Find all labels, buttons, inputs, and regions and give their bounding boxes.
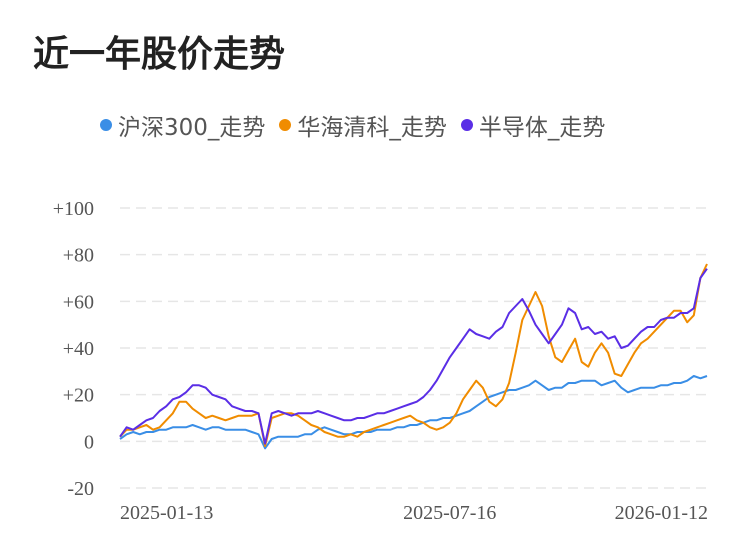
page-title: 近一年股价走势 — [33, 34, 286, 75]
legend-label: 华海清科_走势 — [297, 115, 447, 141]
legend-item-huahai[interactable]: 华海清科_走势 — [279, 108, 447, 142]
series-lines — [119, 263, 708, 450]
grid-lines — [120, 207, 707, 489]
series-line-2 — [119, 268, 708, 445]
y-tick-label: +60 — [63, 291, 94, 313]
x-axis-ticks: 2025-01-13 2025-07-16 2026-01-12 — [120, 502, 708, 524]
y-tick-label: +40 — [63, 338, 94, 360]
x-tick-label: 2025-01-13 — [120, 502, 213, 524]
y-tick-label: -20 — [67, 478, 94, 500]
chart-legend: 沪深300_走势 华海清科_走势 半导体_走势 — [100, 108, 619, 142]
series-line-1 — [119, 263, 708, 447]
y-axis-ticks: +100 +80 +60 +40 +20 0 -20 — [53, 198, 94, 500]
legend-label: 沪深300_走势 — [118, 115, 266, 141]
x-tick-label: 2025-07-16 — [403, 502, 496, 524]
y-tick-label: 0 — [84, 431, 94, 453]
y-tick-label: +80 — [63, 245, 94, 267]
legend-dot-icon — [100, 119, 112, 131]
y-tick-label: +100 — [53, 198, 94, 220]
legend-label: 半导体_走势 — [478, 115, 606, 141]
series-line-0 — [119, 375, 708, 450]
legend-item-hs300[interactable]: 沪深300_走势 — [100, 108, 265, 142]
legend-dot-icon — [460, 119, 473, 131]
legend-dot-icon — [279, 119, 292, 131]
x-tick-label: 2026-01-12 — [615, 502, 708, 524]
legend-item-semiconductor[interactable]: 半导体_走势 — [460, 108, 606, 142]
y-tick-label: +20 — [63, 385, 94, 407]
